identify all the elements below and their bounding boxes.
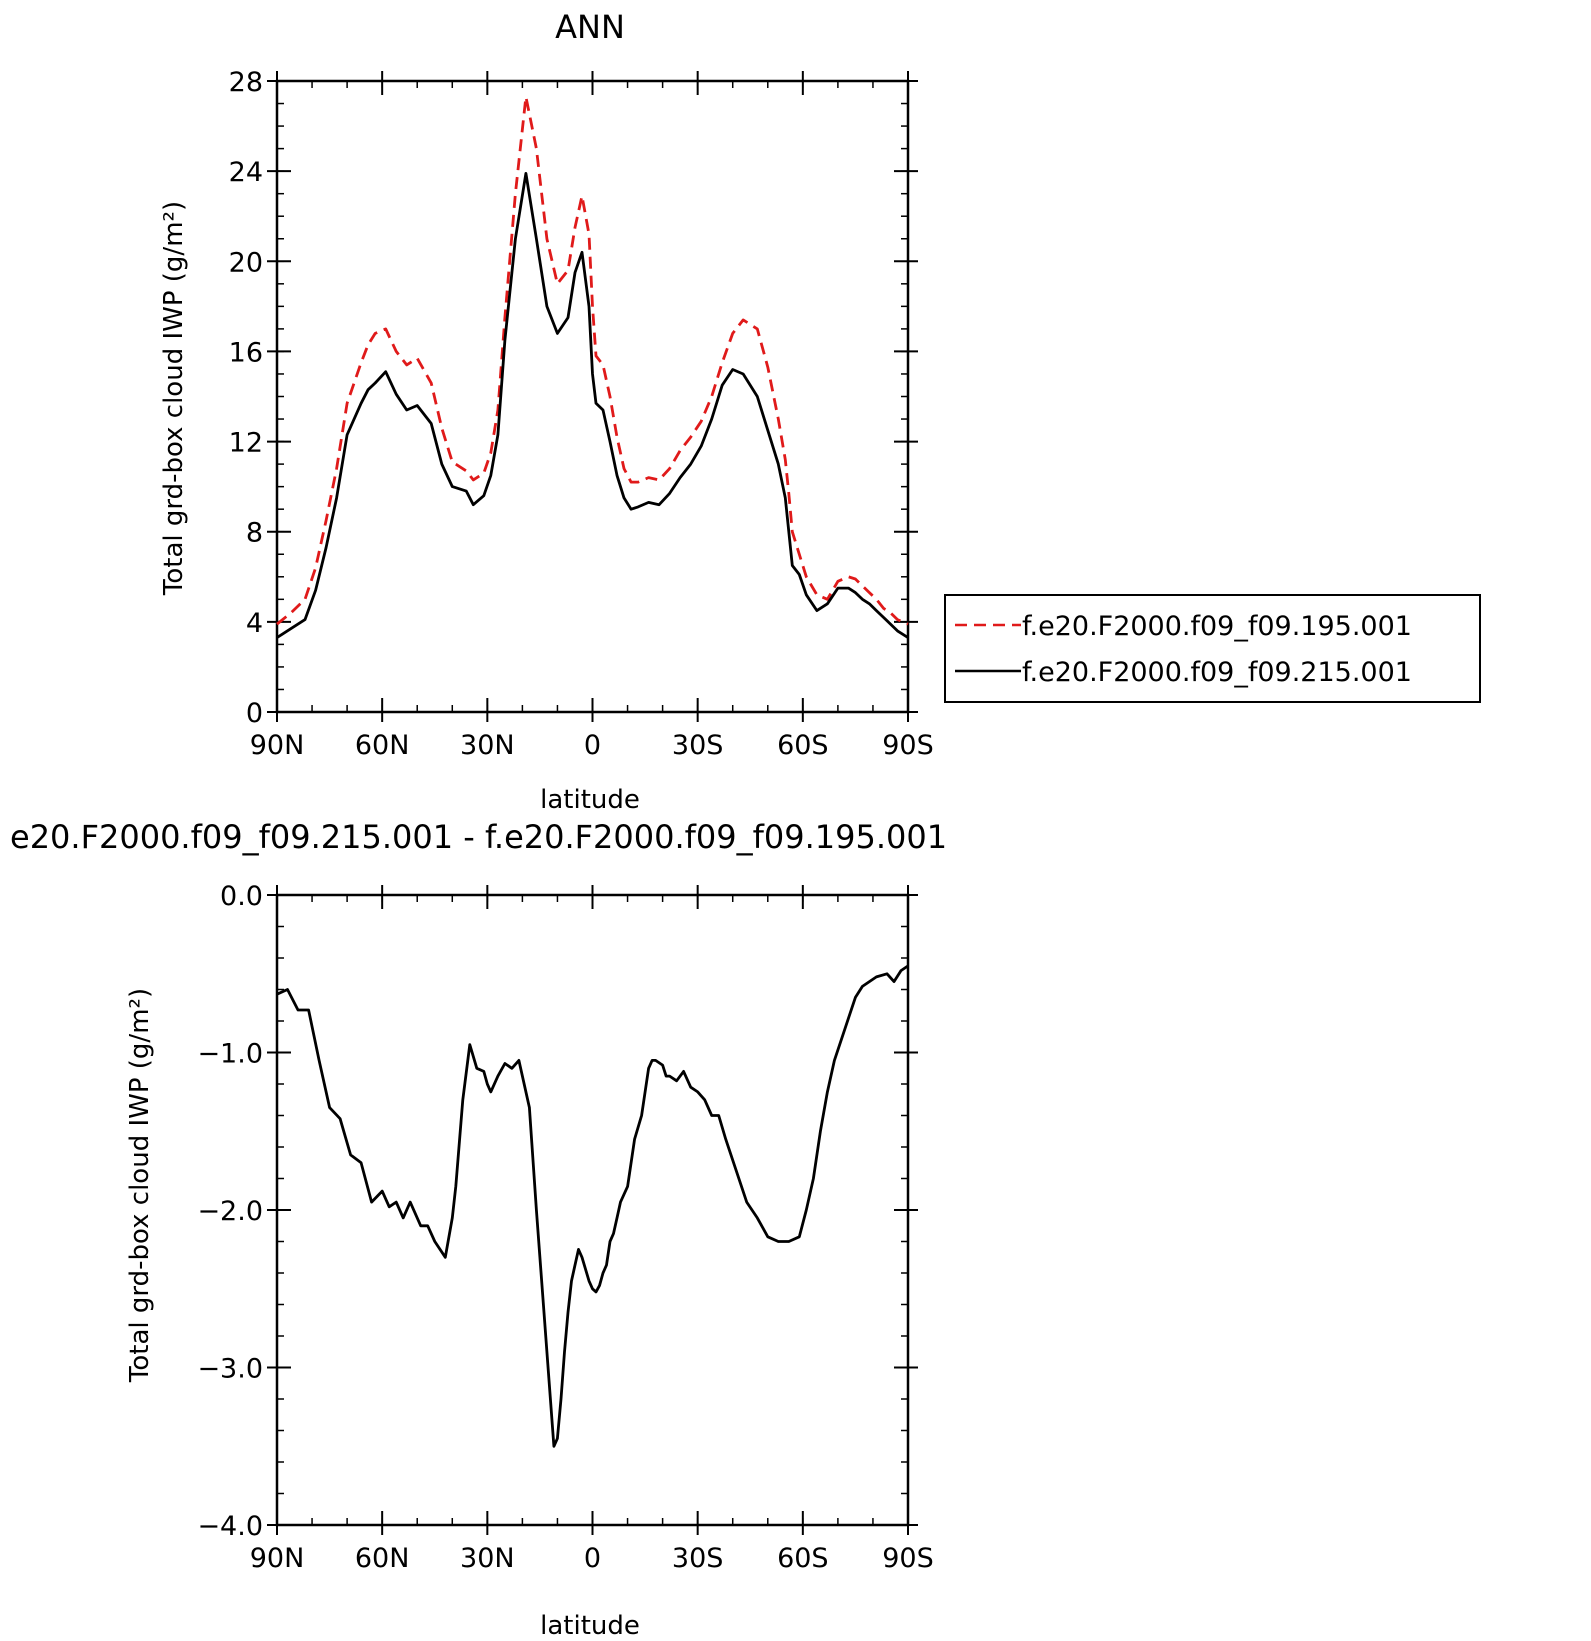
top-x-tick-label: 0 [584,730,601,761]
top-series-line-2 [276,172,909,639]
bottom-x-axis-label: latitude [540,1611,640,1641]
bottom-x-tick-label: 30S [672,1543,724,1574]
legend-box [944,594,1481,703]
top-x-tick-label: 60S [777,730,829,761]
bottom-y-tick-label: −1.0 [197,1039,263,1070]
bottom-x-tick-label: 0 [584,1543,601,1574]
bottom-x-tick-label: 90N [250,1543,305,1574]
top-x-tick-label: 30N [460,730,515,761]
bottom-plot-frame [275,893,910,1527]
top-x-axis-label: latitude [540,785,640,815]
top-chart-title: ANN [555,8,625,46]
bottom-y-tick-label: 0.0 [220,881,263,912]
top-series-group [276,95,909,639]
top-y-tick-label: 24 [229,157,263,188]
top-legend: f.e20.F2000.f09_f09.195.001 f.e20.F2000.… [944,594,1481,703]
top-y-tick-label: 12 [229,428,263,459]
top-panel: ANN 0 4 8 12 16 20 24 28 90N 60N 30N 0 30S 60S 90S lat… [159,8,1481,815]
bottom-y-tick-label: −4.0 [197,1511,263,1542]
bottom-series-group [276,964,909,1448]
legend-label-series-2: f.e20.F2000.f09_f09.215.001 [1022,657,1412,688]
bottom-x-tick-label: 90S [882,1543,934,1574]
bottom-panel: e20.F2000.f09_f09.215.001 - f.e20.F2000.… [10,818,947,1641]
top-y-tick-label: 0 [246,698,263,729]
bottom-y-axis-label: Total grd-box cloud IWP (g/m²) [125,988,155,1383]
top-y-tick-label: 4 [246,608,263,639]
bottom-x-tick-label: 30N [460,1543,515,1574]
bottom-axes: −4.0 −3.0 −2.0 −1.0 0.0 90N 60N 30N 0 30S 60S 90S [197,881,933,1574]
top-x-tick-label: 90N [250,730,305,761]
top-x-tick-label: 30S [672,730,724,761]
legend-label-series-1: f.e20.F2000.f09_f09.195.001 [1022,611,1412,642]
top-x-tick-label: 90S [882,730,934,761]
top-x-tick-label: 60N [355,730,410,761]
top-y-tick-label: 20 [229,247,263,278]
top-axes: 0 4 8 12 16 20 24 28 90N 60N 30N 0 30S 60S 90S [229,67,934,761]
top-y-tick-label: 28 [229,67,263,98]
top-series-line-1 [276,95,909,626]
top-y-tick-label: 8 [246,518,263,549]
bottom-x-tick-label: 60N [355,1543,410,1574]
top-plot-frame [275,79,910,714]
bottom-chart-title: e20.F2000.f09_f09.215.001 - f.e20.F2000.… [10,818,947,856]
bottom-series-line-1 [276,964,909,1448]
bottom-x-tick-label: 60S [777,1543,829,1574]
top-y-axis-label: Total grd-box cloud IWP (g/m²) [159,201,189,596]
top-y-tick-label: 16 [229,337,263,368]
bottom-y-tick-label: −3.0 [197,1354,263,1385]
bottom-y-tick-label: −2.0 [197,1196,263,1227]
